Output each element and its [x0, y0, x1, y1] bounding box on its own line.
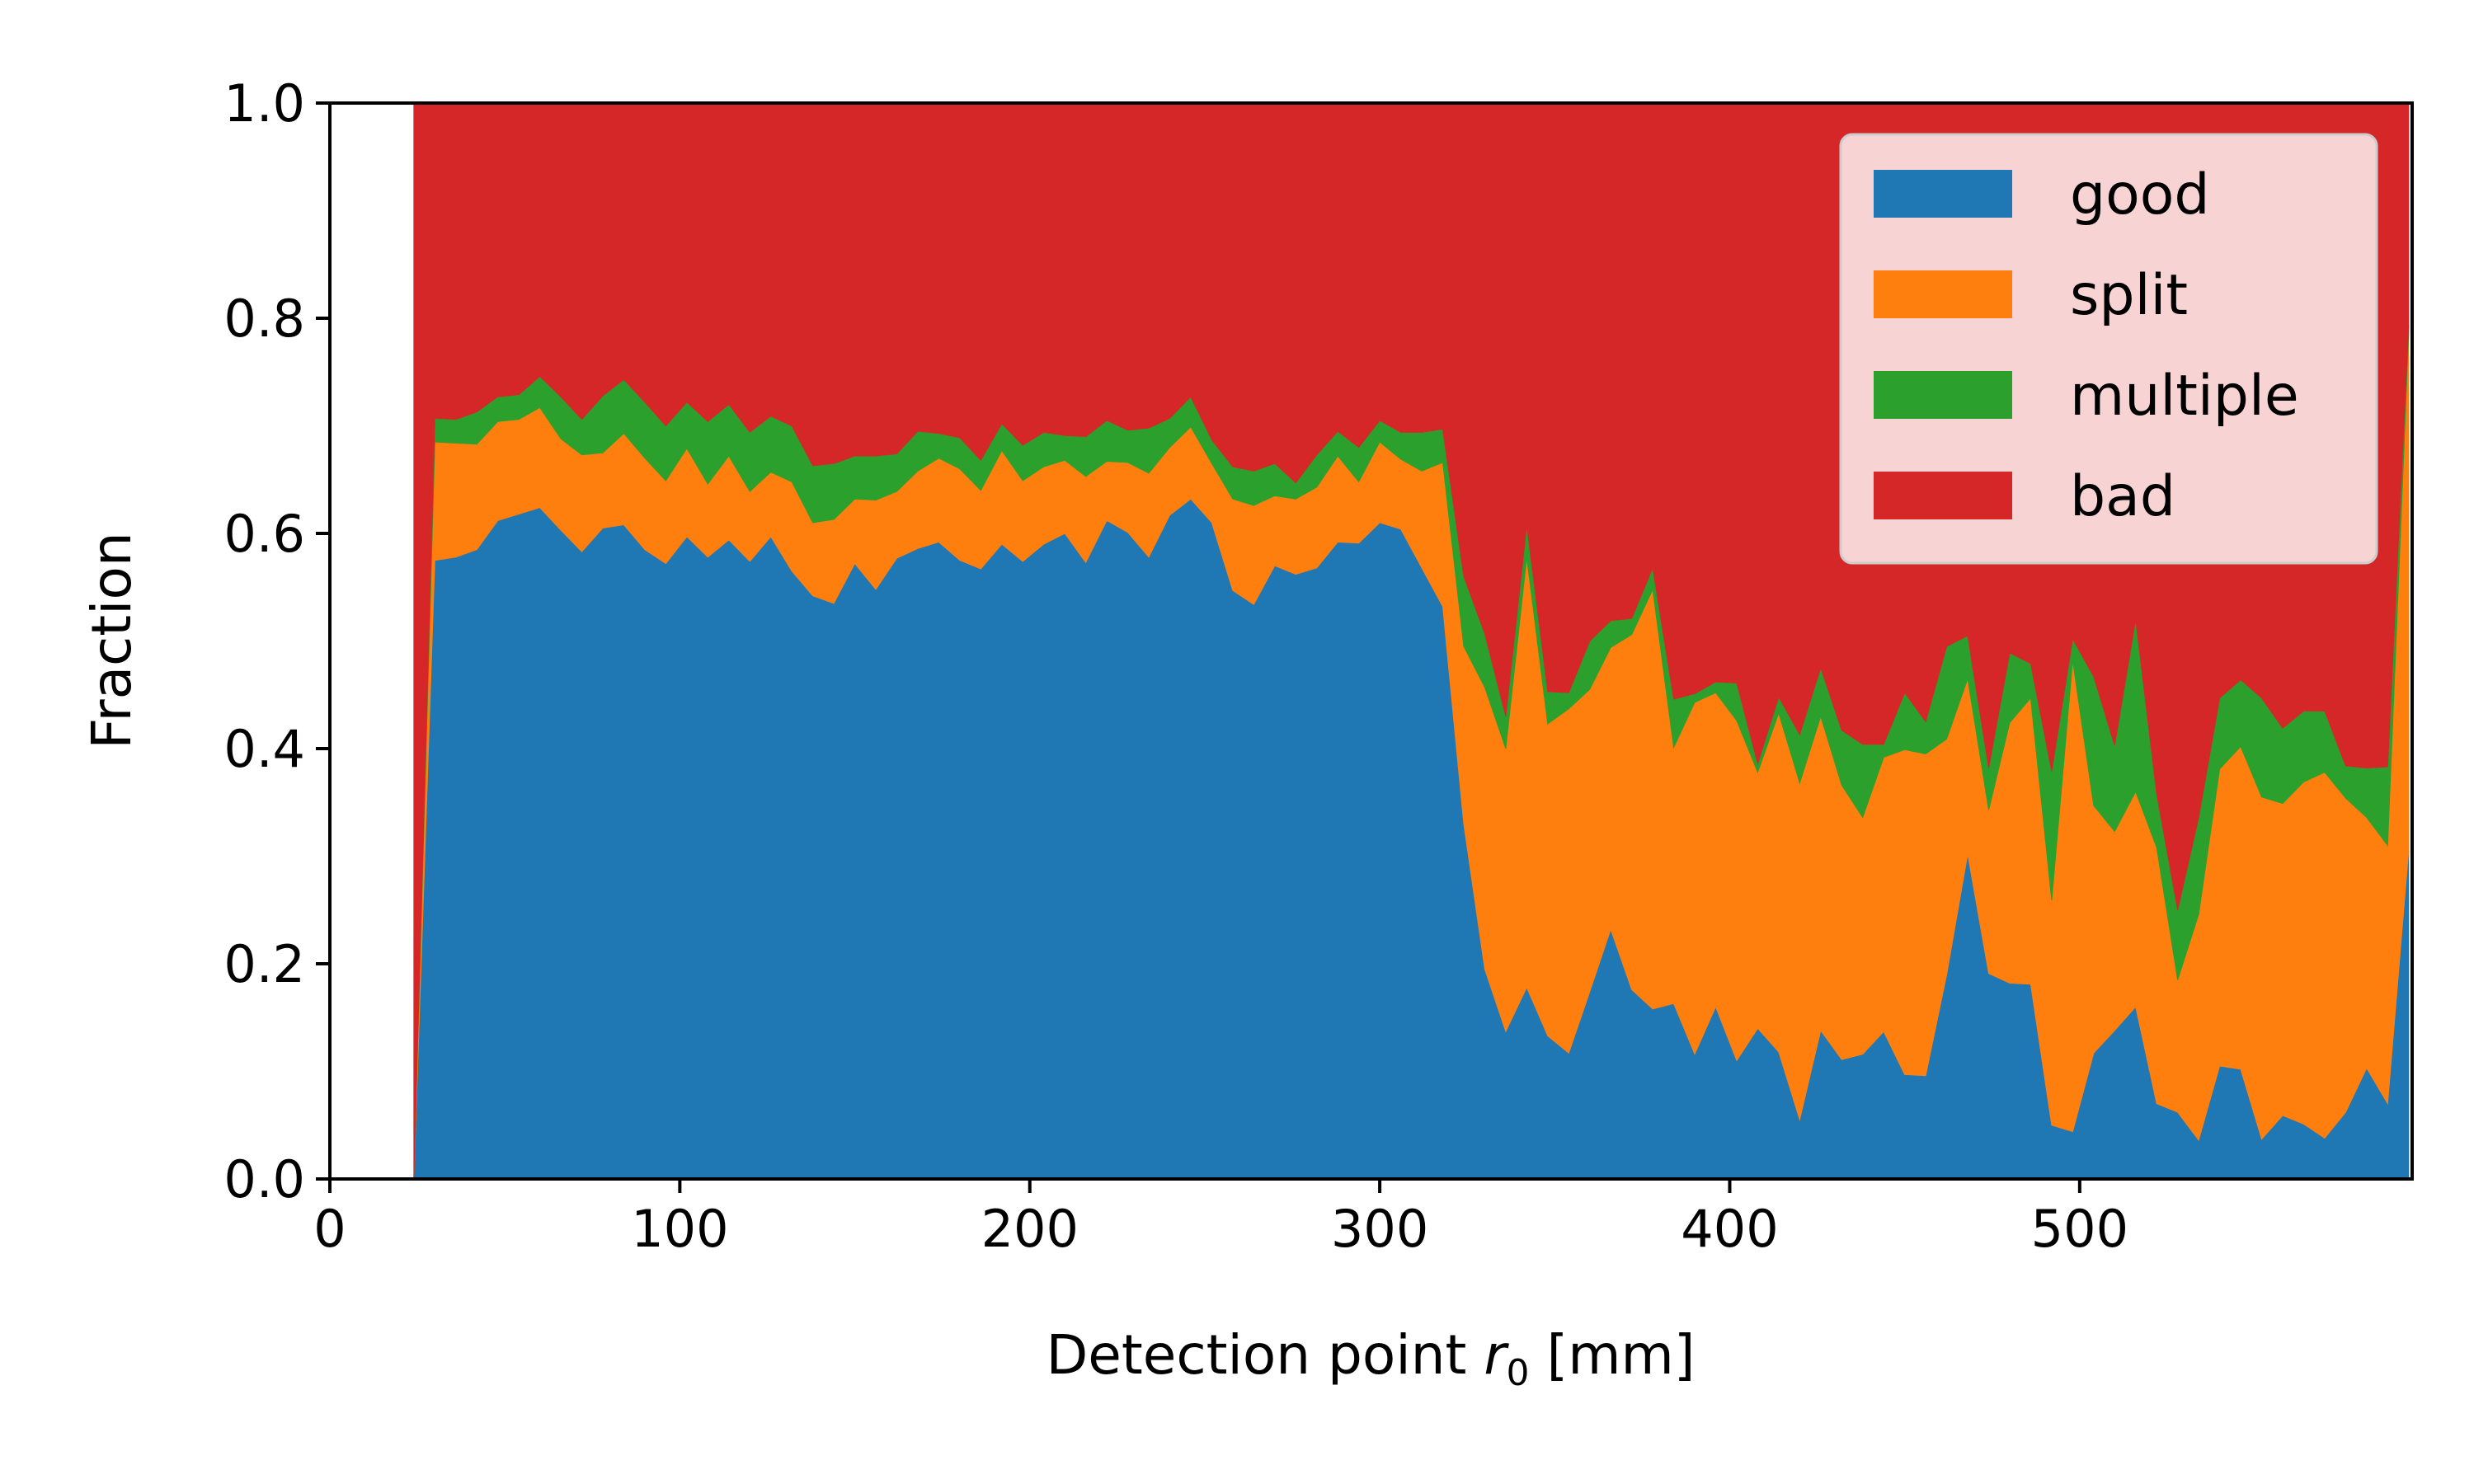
legend-label-good: good [2070, 162, 2210, 228]
legend-swatch-split [1874, 270, 2012, 318]
legend-box [1839, 133, 2378, 565]
axis-ticks: 0 100 200 300 400 500 0.0 0.2 0.4 0.6 0.8 1.0 [223, 73, 2128, 1259]
plot-frame [328, 101, 2414, 1181]
x-axis-label-main: Detection point [1046, 1323, 1484, 1387]
x-tick-label: 300 [1331, 1199, 1428, 1259]
x-axis-label-variable: r [1484, 1323, 1509, 1387]
y-tick-label: 0.2 [223, 934, 305, 994]
legend-swatch-bad [1874, 472, 2012, 519]
y-tick-label: 0.6 [223, 504, 305, 564]
legend-label-split: split [2070, 263, 2188, 328]
legend-swatch-multiple [1874, 371, 2012, 419]
x-axis-label: Detection point r0 [mm] [1046, 1323, 1695, 1394]
x-tick-label: 500 [2031, 1199, 2128, 1259]
x-axis-label-unit: [mm] [1529, 1323, 1695, 1387]
x-tick-label: 400 [1681, 1199, 1778, 1259]
legend-swatch-good [1874, 170, 2012, 218]
x-axis-label-subscript: 0 [1506, 1352, 1529, 1394]
legend-label-multiple: multiple [2070, 364, 2299, 429]
y-tick-label: 0.0 [223, 1149, 305, 1209]
x-tick-label: 100 [631, 1199, 728, 1259]
legend: good split multiple bad [1839, 133, 2378, 565]
y-tick-label: 1.0 [223, 73, 305, 134]
y-axis-label: Fraction [80, 532, 143, 749]
y-tick-label: 0.4 [223, 719, 305, 779]
y-tick-label: 0.8 [223, 289, 305, 349]
legend-label-bad: bad [2070, 464, 2175, 529]
x-tick-label: 200 [981, 1199, 1079, 1259]
x-tick-label: 0 [313, 1199, 346, 1259]
